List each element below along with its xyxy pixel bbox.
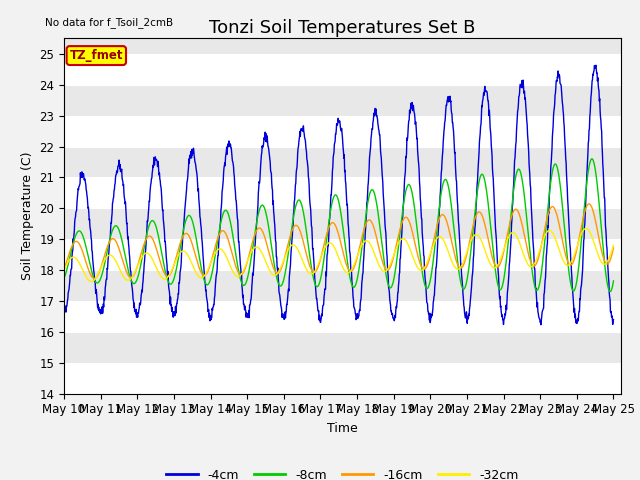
-8cm [496,287,504,292]
-4cm [610,317,618,323]
-32cm [60,267,68,273]
Line: -4cm: -4cm [64,65,614,324]
Text: TZ_fmet: TZ_fmet [70,49,123,62]
-16cm [60,267,68,273]
Bar [64,239,621,270]
-16cm [545,210,552,216]
-4cm [537,322,545,327]
-32cm [424,256,432,262]
-16cm [90,276,98,281]
-32cm [170,264,177,270]
-32cm [545,228,552,233]
Line: -16cm: -16cm [64,204,614,278]
-32cm [244,257,252,263]
-8cm [424,285,432,291]
Line: -32cm: -32cm [64,228,614,281]
-32cm [183,251,191,256]
-16cm [244,256,252,262]
-32cm [496,257,504,263]
X-axis label: Time: Time [327,422,358,435]
-8cm [588,156,596,162]
-4cm [169,310,177,315]
-8cm [182,216,190,222]
-4cm [182,191,190,196]
-32cm [88,278,95,284]
Bar [64,301,621,332]
-16cm [585,201,593,207]
-16cm [183,230,191,236]
-32cm [582,226,590,231]
-8cm [606,289,614,295]
Bar [64,54,621,85]
-4cm [424,308,432,314]
-8cm [60,276,68,281]
Y-axis label: Soil Temperature (C): Soil Temperature (C) [20,152,34,280]
Bar [64,178,621,208]
Text: No data for f_Tsoil_2cmB: No data for f_Tsoil_2cmB [45,17,173,28]
-4cm [545,208,552,214]
-4cm [244,311,252,316]
-8cm [610,278,618,284]
-16cm [170,264,177,270]
Bar [64,363,621,394]
-8cm [244,275,252,280]
-16cm [424,260,432,265]
-4cm [592,62,600,68]
Bar [64,116,621,146]
-16cm [610,245,618,251]
Line: -8cm: -8cm [64,159,614,292]
-32cm [610,242,618,248]
Legend: -4cm, -8cm, -16cm, -32cm: -4cm, -8cm, -16cm, -32cm [161,464,524,480]
Title: Tonzi Soil Temperatures Set B: Tonzi Soil Temperatures Set B [209,19,476,37]
-8cm [545,203,552,208]
-4cm [496,296,504,301]
-8cm [169,279,177,285]
-16cm [496,261,504,267]
-4cm [60,306,68,312]
